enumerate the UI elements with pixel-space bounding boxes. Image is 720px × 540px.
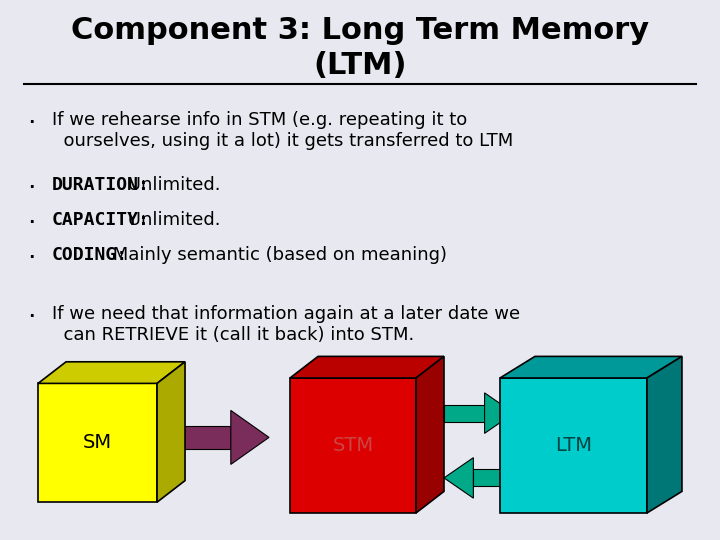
- Polygon shape: [416, 356, 444, 513]
- Text: DURATION:: DURATION:: [52, 176, 150, 193]
- Text: CAPACITY:: CAPACITY:: [52, 211, 150, 228]
- Text: ·: ·: [27, 246, 35, 272]
- Polygon shape: [500, 356, 682, 378]
- Text: CODING:: CODING:: [52, 246, 128, 264]
- Polygon shape: [231, 410, 269, 464]
- Polygon shape: [38, 362, 185, 383]
- Text: If we rehearse info in STM (e.g. repeating it to
  ourselves, using it a lot) it: If we rehearse info in STM (e.g. repeati…: [52, 111, 513, 150]
- Text: Component 3: Long Term Memory
(LTM): Component 3: Long Term Memory (LTM): [71, 16, 649, 80]
- Polygon shape: [485, 393, 514, 433]
- Text: Unlimited.: Unlimited.: [122, 176, 220, 193]
- Polygon shape: [290, 356, 444, 378]
- Text: If we need that information again at a later date we
  can RETRIEVE it (call it : If we need that information again at a l…: [52, 305, 520, 344]
- Polygon shape: [178, 426, 231, 449]
- Polygon shape: [444, 458, 473, 498]
- Text: ·: ·: [27, 111, 35, 137]
- Polygon shape: [157, 362, 185, 502]
- Polygon shape: [647, 356, 682, 513]
- Text: ·: ·: [27, 176, 35, 201]
- Text: Mainly semantic (based on meaning): Mainly semantic (based on meaning): [107, 246, 447, 264]
- Text: SM: SM: [83, 433, 112, 453]
- Text: LTM: LTM: [555, 436, 592, 455]
- Text: ·: ·: [27, 305, 35, 331]
- Polygon shape: [444, 404, 485, 422]
- Polygon shape: [473, 469, 514, 487]
- Text: STM: STM: [333, 436, 374, 455]
- Text: ·: ·: [27, 211, 35, 237]
- Polygon shape: [500, 378, 647, 513]
- Polygon shape: [38, 383, 157, 502]
- Polygon shape: [290, 378, 416, 513]
- Text: Unlimited.: Unlimited.: [122, 211, 220, 228]
